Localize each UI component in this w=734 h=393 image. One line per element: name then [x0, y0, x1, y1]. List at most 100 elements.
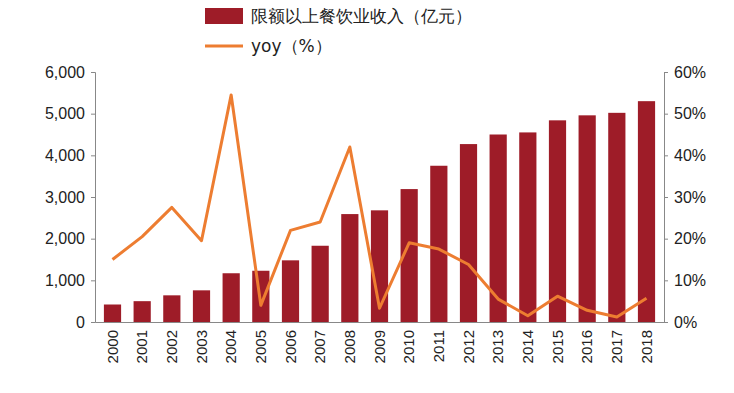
x-tick-label: 2014: [519, 330, 536, 363]
bar: [638, 101, 655, 322]
y2-tick: 60%: [664, 64, 706, 81]
x-axis-line: [96, 322, 665, 323]
y2-tick-label: 0%: [674, 314, 697, 331]
y2-tick: 10%: [664, 272, 706, 289]
legend: 限额以上餐饮业收入（亿元） yoy（%）: [205, 6, 472, 56]
y-tick-mark: [91, 72, 95, 73]
y-tick-label: 6,000: [45, 64, 85, 81]
y-tick-label: 0: [76, 314, 85, 331]
y2-axis: 0% 10% 20% 30% 40% 50% 60%: [664, 64, 706, 331]
y-tick-mark: [91, 239, 95, 240]
bar: [282, 260, 299, 322]
y-tick: 6,000: [45, 64, 95, 81]
y2-tick-mark: [664, 155, 668, 156]
x-tick: 2000: [104, 330, 121, 363]
x-tick-label: 2004: [222, 330, 239, 363]
legend-label: 限额以上餐饮业收入（亿元）: [251, 6, 472, 26]
x-tick: 2002: [163, 330, 180, 363]
x-tick: 2014: [519, 330, 536, 363]
y-tick-mark: [91, 114, 95, 115]
bar: [312, 246, 329, 322]
bar: [163, 295, 180, 322]
x-tick-label: 2006: [282, 330, 299, 363]
y2-tick-mark: [664, 239, 668, 240]
y-tick-mark: [91, 197, 95, 198]
bar: [608, 113, 625, 322]
y2-tick-label: 50%: [674, 105, 706, 122]
x-tick: 2009: [371, 330, 388, 363]
x-tick-label: 2016: [578, 330, 595, 363]
bar-series: [104, 101, 655, 322]
y2-tick: 30%: [664, 189, 706, 206]
y-tick-label: 4,000: [45, 147, 85, 164]
y-tick-label: 5,000: [45, 105, 85, 122]
x-tick: 2003: [193, 330, 210, 363]
x-tick: 2013: [489, 330, 506, 363]
y-tick-label: 2,000: [45, 230, 85, 247]
legend-label: yoy（%）: [251, 36, 332, 56]
x-tick: 2017: [608, 330, 625, 363]
x-tick-label: 2005: [252, 330, 269, 363]
plot: 0 1,000 2,000 3,000 4,000 5,000 6,000 0% 10% 20% 3…: [45, 64, 706, 364]
y-tick: 0: [76, 314, 95, 331]
x-tick: 2015: [549, 330, 566, 363]
x-tick-label: 2003: [193, 330, 210, 363]
marks: [104, 95, 655, 322]
chart: 0 1,000 2,000 3,000 4,000 5,000 6,000 0% 10% 20% 3…: [0, 0, 734, 393]
x-tick: 2010: [400, 330, 417, 363]
line: [113, 95, 647, 317]
x-tick: 2007: [311, 330, 328, 363]
bar: [341, 214, 358, 322]
y2-tick-mark: [664, 72, 668, 73]
x-tick-label: 2010: [400, 330, 417, 363]
legend-swatch: [205, 8, 243, 24]
x-tick-label: 2008: [341, 330, 358, 363]
y-axis-line: [91, 73, 96, 323]
x-tick-label: 2015: [549, 330, 566, 363]
x-tick-label: 2013: [489, 330, 506, 363]
y2-tick-label: 20%: [674, 230, 706, 247]
y2-tick-mark: [664, 114, 668, 115]
y-tick: 4,000: [45, 147, 95, 164]
y-tick: 2,000: [45, 230, 95, 247]
y-tick: 1,000: [45, 272, 95, 289]
bar: [460, 144, 477, 322]
x-tick: 2016: [578, 330, 595, 363]
x-tick: 2011: [430, 330, 447, 362]
y-tick-label: 3,000: [45, 189, 85, 206]
bar: [104, 305, 121, 323]
x-tick: 2018: [638, 330, 655, 363]
x-tick-label: 2009: [371, 330, 388, 363]
bar: [430, 166, 447, 322]
y2-tick: 50%: [664, 105, 706, 122]
bar: [519, 132, 536, 322]
y2-tick-label: 60%: [674, 64, 706, 81]
x-tick-label: 2011: [430, 330, 447, 362]
x-tick-label: 2017: [608, 330, 625, 363]
x-tick: 2005: [252, 330, 269, 363]
y-tick-label: 1,000: [45, 272, 85, 289]
y-tick-mark: [91, 155, 95, 156]
x-tick-label: 2018: [638, 330, 655, 363]
y2-tick-label: 40%: [674, 147, 706, 164]
x-tick-label: 2002: [163, 330, 180, 363]
x-tick: 2008: [341, 330, 358, 363]
y2-tick-label: 10%: [674, 272, 706, 289]
x-axis: 2000 2001 2002 2003 2004 2005 2006 2007 2008 2009…: [96, 323, 665, 364]
x-tick: 2001: [133, 330, 150, 363]
y2-tick-mark: [664, 322, 668, 323]
y-tick: 5,000: [45, 105, 95, 122]
y2-tick: 20%: [664, 230, 706, 247]
y2-tick-mark: [664, 280, 668, 281]
x-tick-label: 2007: [311, 330, 328, 363]
x-tick: 2012: [460, 330, 477, 363]
bar: [193, 290, 210, 322]
x-tick-label: 2012: [460, 330, 477, 363]
y2-tick-label: 30%: [674, 189, 706, 206]
legend-swatch: [205, 45, 243, 48]
y-tick: 3,000: [45, 189, 95, 206]
y-axis: 0 1,000 2,000 3,000 4,000 5,000 6,000: [45, 64, 96, 331]
x-tick: 2006: [282, 330, 299, 363]
bar: [223, 273, 240, 322]
x-tick-label: 2001: [133, 330, 150, 363]
